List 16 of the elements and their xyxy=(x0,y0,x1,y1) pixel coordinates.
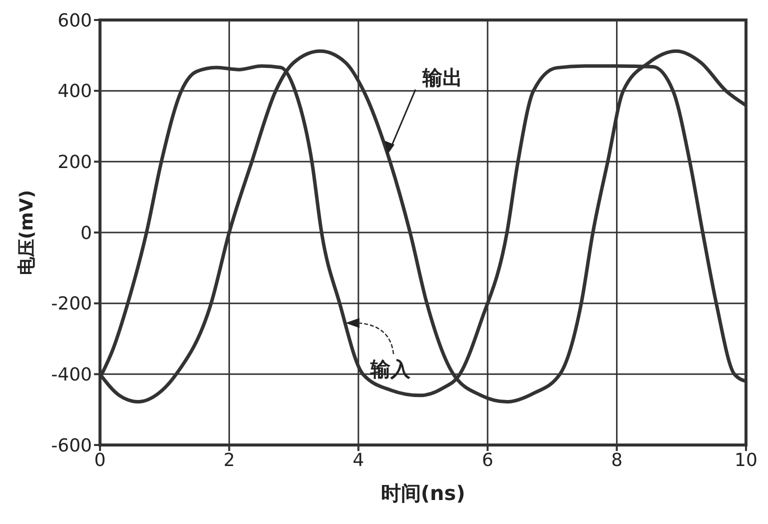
y-tick-label: 200 xyxy=(58,152,92,174)
y-tick-label: 0 xyxy=(80,222,92,244)
x-tick-label: 2 xyxy=(223,450,235,471)
y-tick-label: 400 xyxy=(58,81,92,102)
annotation: 输出 xyxy=(421,66,462,90)
y-tick-label: 600 xyxy=(58,10,92,32)
x-tick-label: 0 xyxy=(94,450,106,471)
y-axis-title: 电压(mV) xyxy=(16,190,38,276)
x-tick-label: 10 xyxy=(734,450,758,471)
x-tick-label: 8 xyxy=(611,450,623,471)
y-tick-label: -200 xyxy=(51,294,92,315)
x-tick-label: 4 xyxy=(352,450,364,471)
y-tick-label: -400 xyxy=(51,364,92,386)
x-tick-label: 6 xyxy=(482,450,494,471)
y-tick-label: -600 xyxy=(51,435,92,456)
x-axis-title: 时间(ns) xyxy=(380,481,466,505)
